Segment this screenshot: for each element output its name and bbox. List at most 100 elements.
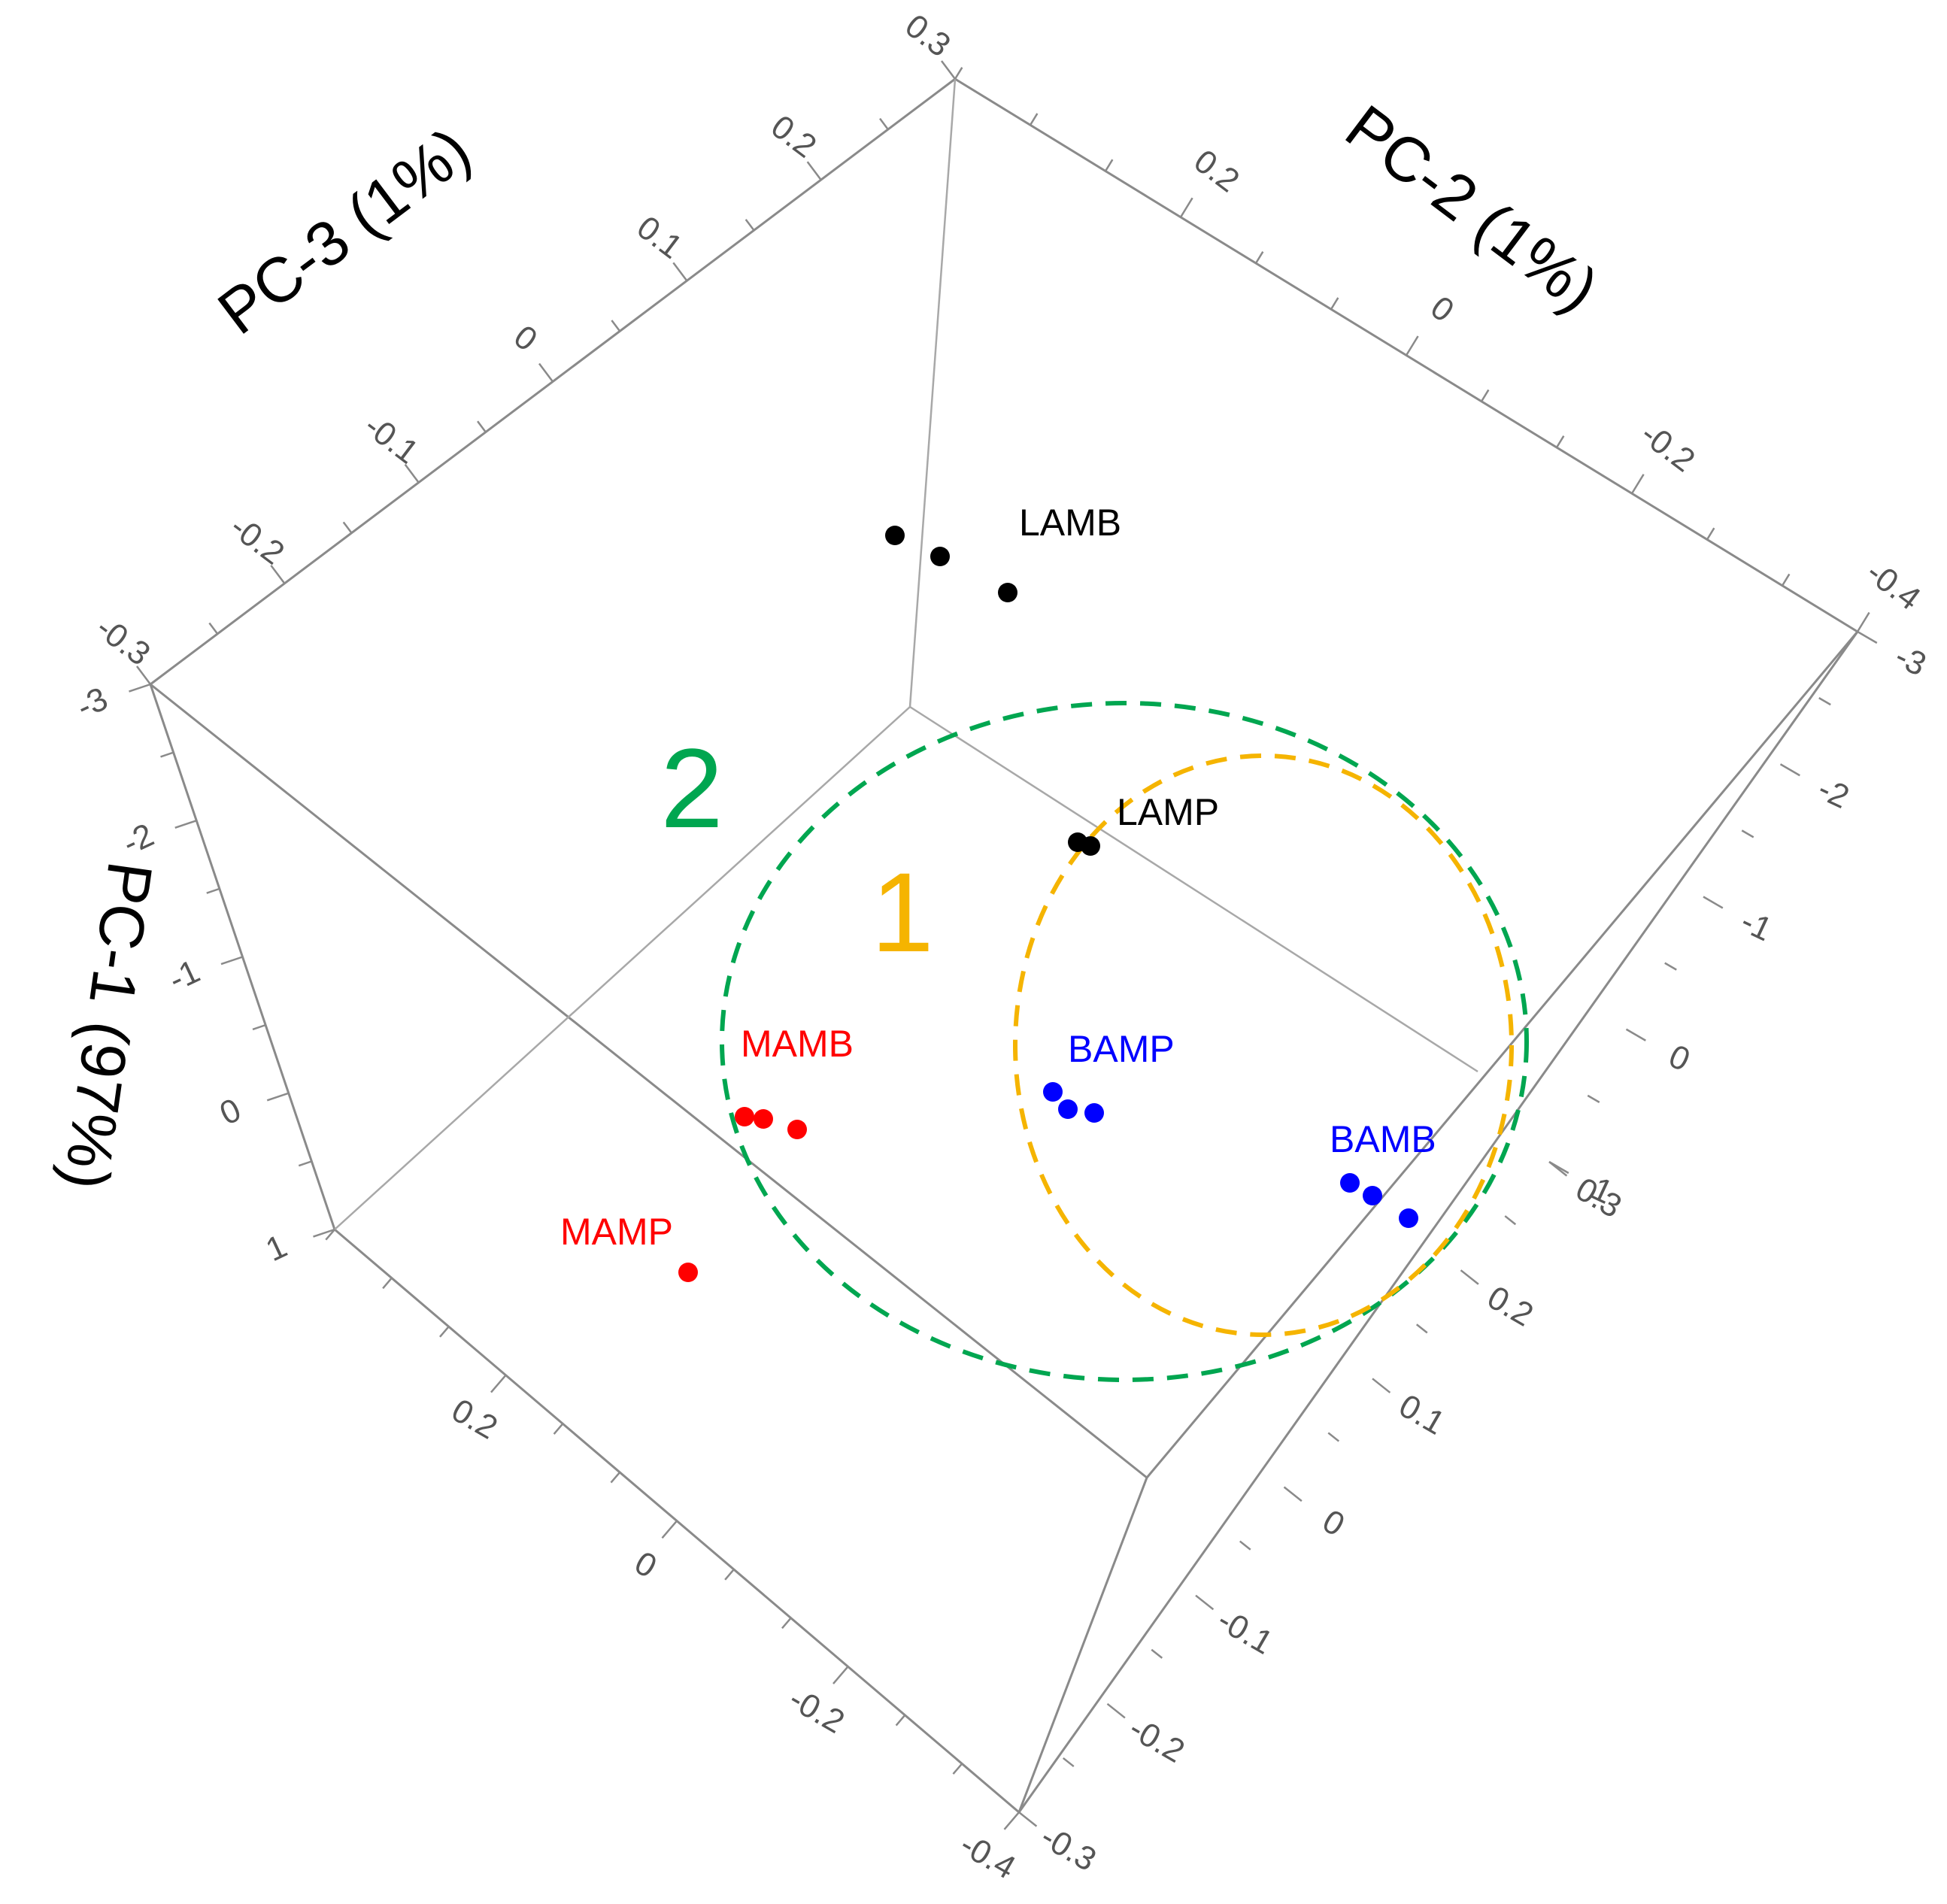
pc3-right-tick (1548, 1161, 1568, 1177)
pc3-left-tick (806, 161, 822, 180)
pc1-left-tick-label: 1 (260, 1227, 293, 1269)
pc2-top-tick (1856, 611, 1870, 632)
pc2-top-tick (1781, 573, 1791, 587)
pc1-right-tick-label: 0 (1663, 1038, 1696, 1079)
inner-edge-vertical (908, 78, 957, 708)
pc3-right-tick-label: -0.2 (1123, 1710, 1190, 1770)
pc3-right-tick (1327, 1432, 1340, 1442)
pc2-top-tick (1555, 435, 1565, 448)
mamb-label: MAMB (741, 1023, 854, 1065)
pc2-bottom-tick (952, 1763, 963, 1775)
bamb-point (1399, 1208, 1418, 1228)
pc1-axis-title: PC-1 (97%) (50, 857, 166, 1194)
group-labels: 1 2 LAMB LAMP MAMB MAMP BAMP BAMB (560, 502, 1436, 1253)
pc3-left-tick (611, 320, 621, 332)
pc2-bottom-tick (724, 1569, 735, 1581)
pc3-left-tick (672, 262, 688, 282)
pc2-top-tick (1330, 297, 1339, 310)
pc3-right-tick (1460, 1269, 1479, 1285)
bamb-label: BAMB (1330, 1118, 1436, 1160)
pc3-left-tick (136, 665, 151, 685)
pc3-left-tick-label: 0.1 (630, 209, 689, 266)
pc3-right-tick (1415, 1323, 1428, 1334)
pc2-top-tick (1630, 474, 1645, 494)
pc2-bottom-tick (781, 1617, 792, 1630)
pc3-left-tick-label: -0.1 (357, 408, 425, 471)
pc2-bottom-tick (832, 1666, 849, 1684)
pc2-top-tick-label: 0.2 (1187, 142, 1246, 199)
pc3-right-tick (1504, 1215, 1517, 1226)
bamb-point (1363, 1186, 1382, 1205)
pc3-right-tick (1018, 1812, 1038, 1827)
pc1-left-tick (313, 1228, 335, 1238)
pc2-bottom-tick-label: 0 (629, 1545, 663, 1586)
pc2-bottom-tick (610, 1472, 621, 1484)
pc3-left-tick-label: -0.2 (223, 508, 291, 572)
pc3-left-tick (538, 362, 553, 383)
pc1-right-tick (1587, 1094, 1600, 1103)
mamp-label: MAMP (560, 1211, 673, 1253)
pc1-left-tick (252, 1023, 266, 1031)
pc1-left-tick (266, 1092, 290, 1102)
pc1-left-tick (206, 887, 220, 894)
lamb-label: LAMB (1019, 502, 1121, 544)
pc3-right-tick (1151, 1648, 1163, 1659)
pc1-right-tick (1741, 829, 1754, 838)
pc1-right-tick (1664, 962, 1677, 971)
bamp-point (1058, 1099, 1078, 1119)
cluster-2-ellipse (720, 701, 1529, 1382)
cluster-1-ellipse (1013, 753, 1514, 1337)
pc2-bottom-tick-label: -0.2 (783, 1681, 851, 1741)
pc1-right-tick (1857, 630, 1878, 644)
pc2-axis-title: PC-2 (1%) (1333, 91, 1612, 325)
lamp-point (1081, 836, 1100, 856)
pc1-left-tick-label: -3 (71, 680, 114, 726)
pc2-top-tick (1029, 113, 1039, 126)
lamb-point (998, 583, 1017, 602)
pc3-right-tick-label: -0.3 (1035, 1818, 1102, 1878)
plot-box (149, 77, 1859, 1814)
cluster-2-label: 2 (660, 725, 723, 851)
pc2-bottom-tick (1003, 1812, 1020, 1830)
pc3-right-tick (1239, 1540, 1251, 1551)
bamp-point (1084, 1103, 1104, 1123)
pc3-left-tick (941, 60, 956, 80)
inner-edge-right (909, 705, 1478, 1073)
pc3-right-tick-label: 0.1 (1393, 1387, 1451, 1442)
pc1-right-tick (1818, 697, 1831, 706)
pc3-left-tick (270, 565, 286, 584)
pc3-left-tick-label: 0 (507, 318, 544, 359)
pc3-right-tick (1372, 1378, 1391, 1393)
pc2-bottom-tick (490, 1374, 507, 1393)
pc1-left-tick (160, 751, 174, 758)
cluster-1-label: 1 (871, 849, 933, 975)
pc2-top-tick-label: 0 (1424, 289, 1460, 329)
bamp-point (1043, 1082, 1063, 1102)
pc1-left-tick-label: 0 (214, 1091, 247, 1132)
pc1-left-tick (174, 820, 197, 829)
pc3-left-tick (477, 420, 487, 433)
pc3-right-tick-label: -0.1 (1212, 1601, 1279, 1661)
inner-edge-left (334, 706, 911, 1230)
pc2-bottom-tick-label: -0.4 (954, 1826, 1021, 1886)
pc2-bottom-tick (895, 1715, 906, 1727)
pc1-right-tick-label: -3 (1890, 638, 1932, 684)
bamb-point (1340, 1173, 1360, 1193)
pc3-right-tick-label: 0.3 (1569, 1170, 1627, 1225)
pc1-left-tick (298, 1160, 312, 1167)
pc2-top-tick (1480, 389, 1490, 402)
box-edge-right-lower (1017, 631, 1859, 1813)
pc2-bottom-tick-label: 0.2 (445, 1392, 503, 1447)
pc3-left-tick-label: 0.2 (764, 108, 823, 165)
axis-tick-labels: 0.3 0.2 0.1 0 -0.1 -0.2 -0.3 0.2 0 -0.2 -0.4 -3 -2 -1… (71, 7, 1932, 1886)
axis-ticks (129, 60, 1878, 1830)
data-points (678, 526, 1418, 1282)
pc2-top-tick (1254, 251, 1264, 264)
pc3-right-tick (1062, 1757, 1075, 1768)
pc1-left-tick (220, 956, 243, 966)
pc2-top-tick (954, 67, 963, 80)
bamp-label: BAMP (1068, 1028, 1175, 1070)
pc2-bottom-tick (661, 1520, 678, 1539)
pc2-bottom-tick (553, 1423, 564, 1435)
